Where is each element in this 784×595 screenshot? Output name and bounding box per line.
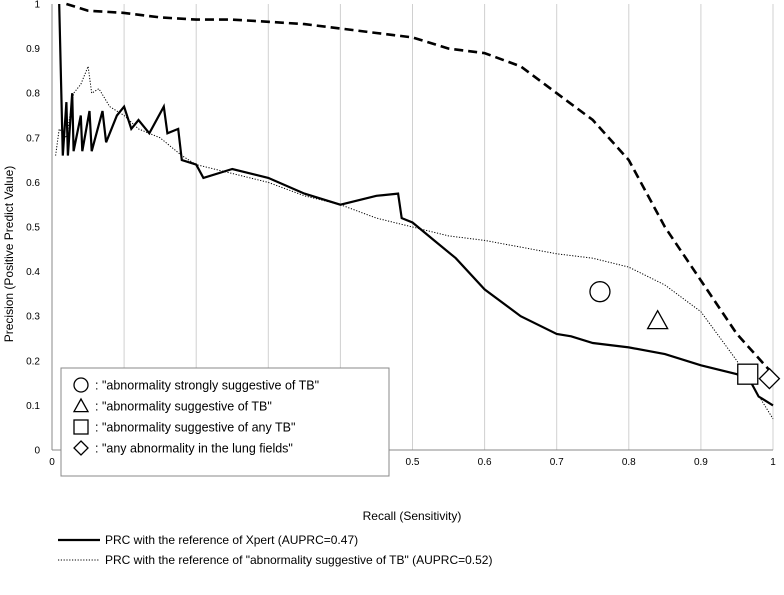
y-tick-label: 0.3: [26, 312, 40, 323]
y-tick-label: 0.6: [26, 178, 40, 189]
legend-line-label: PRC with the reference of "abnormality s…: [105, 553, 492, 567]
legend-marker-label: : "abnormality suggestive of TB": [95, 400, 272, 414]
x-tick-label: 0.8: [622, 457, 636, 468]
x-tick-label: 0.6: [478, 457, 492, 468]
marker-legend-box: [60, 367, 390, 477]
x-tick-label: 1: [770, 457, 776, 468]
y-tick-label: 0.7: [26, 133, 40, 144]
y-tick-label: 1: [34, 0, 40, 11]
marker-square: [737, 363, 759, 385]
y-tick-label: 0.5: [26, 223, 40, 234]
legend-marker-circle: [73, 377, 89, 393]
x-axis-label: Recall (Sensitivity): [363, 509, 462, 523]
series-line-abn: [55, 64, 774, 420]
y-tick-label: 0.9: [26, 44, 40, 55]
x-tick-label: 0: [49, 457, 55, 468]
legend-marker-diamond: [73, 440, 89, 456]
legend-marker-triangle: [72, 397, 90, 413]
series-lines: [55, 2, 774, 420]
legend-line-label: PRC with the reference of Xpert (AUPRC=0…: [105, 533, 358, 547]
line-legend: PRC with the reference of Xpert (AUPRC=0…: [58, 533, 492, 567]
y-tick-label: 0.8: [26, 89, 40, 100]
legend-marker-label: : "abnormality suggestive of any TB": [95, 421, 295, 435]
marker-circle: [589, 281, 611, 303]
y-axis-label: Precision (Positive Predict Value): [2, 166, 16, 343]
x-tick-label: 0.9: [694, 457, 708, 468]
y-tick-label: 0.1: [26, 401, 40, 412]
y-tick-label: 0.4: [26, 267, 40, 278]
marker-diamond: [758, 367, 781, 390]
x-tick-label: 0.5: [406, 457, 420, 468]
legend-marker-label: : "any abnormality in the lung fields": [95, 442, 293, 456]
marker-triangle: [646, 309, 669, 330]
legend-marker-label: : "abnormality strongly suggestive of TB…: [95, 379, 319, 393]
y-tick-label: 0: [34, 446, 40, 457]
legend-marker-square: [73, 419, 89, 435]
x-tick-label: 0.7: [550, 457, 564, 468]
point-markers: [589, 281, 781, 390]
marker-legend: : "abnormality strongly suggestive of TB…: [60, 367, 390, 477]
series-line-xpert: [58, 3, 774, 407]
y-tick-label: 0.2: [26, 356, 40, 367]
